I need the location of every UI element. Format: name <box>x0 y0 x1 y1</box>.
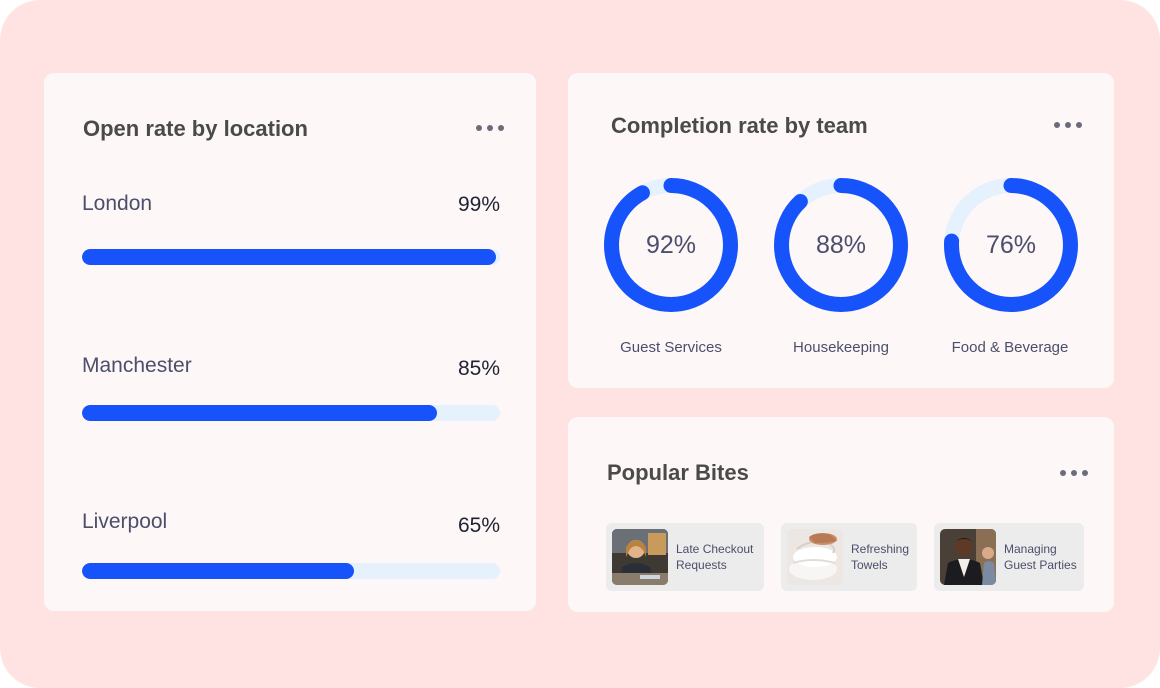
location-label-manchester: Manchester <box>82 354 192 377</box>
location-percent-manchester: 85% <box>457 357 500 380</box>
donut-housekeeping: 88% <box>774 178 908 312</box>
progress-fill-liverpool <box>82 563 354 579</box>
donut-value-housekeeping: 88% <box>815 230 867 259</box>
team-label-food-beverage: Food & Beverage <box>951 339 1069 356</box>
progress-bar-manchester <box>82 405 500 421</box>
completion-rate-card: Completion rate by team 92% Guest Servic… <box>568 73 1114 388</box>
popular-bites-title: Popular Bites <box>607 460 749 485</box>
donut-guest-services: 92% <box>604 178 738 312</box>
bite-title-refreshing-towels: Refreshing Towels <box>851 542 910 572</box>
bite-card-late-checkout[interactable]: Late Checkout Requests <box>606 523 764 591</box>
bite-card-managing-guest-parties[interactable]: Managing Guest Parties <box>934 523 1084 591</box>
location-percent-liverpool: 65% <box>457 514 500 537</box>
donut-value-food-beverage: 76% <box>985 230 1037 259</box>
location-label-london: London <box>82 192 153 215</box>
donut-arc-guest-services <box>604 178 738 312</box>
more-options-icon[interactable] <box>1060 469 1088 477</box>
location-label-liverpool: Liverpool <box>82 510 168 533</box>
donut-chart-housekeeping <box>774 178 908 312</box>
open-rate-card: Open rate by location London 99% Manches… <box>44 73 536 611</box>
bite-title-managing-guest-parties: Managing Guest Parties <box>1004 542 1077 572</box>
more-options-icon[interactable] <box>476 124 504 132</box>
progress-fill-london <box>82 249 496 265</box>
completion-rate-title: Completion rate by team <box>611 113 868 138</box>
donut-chart-food-beverage <box>944 178 1078 312</box>
team-label-guest-services: Guest Services <box>620 339 722 356</box>
progress-bar-liverpool <box>82 563 500 579</box>
donut-value-guest-services: 92% <box>645 230 697 259</box>
donut-arc-food-beverage <box>944 178 1078 312</box>
more-options-icon[interactable] <box>1054 121 1082 129</box>
donut-chart-guest-services <box>604 178 738 312</box>
donut-arc-housekeeping <box>774 178 908 312</box>
bite-card-refreshing-towels[interactable]: Refreshing Towels <box>781 523 917 591</box>
open-rate-title: Open rate by location <box>83 116 308 141</box>
location-percent-london: 99% <box>457 193 500 216</box>
waiter-photo-icon <box>940 529 996 585</box>
donut-food-beverage: 76% <box>944 178 1078 312</box>
progress-bar-london <box>82 249 500 265</box>
team-label-housekeeping: Housekeeping <box>793 339 889 356</box>
progress-fill-manchester <box>82 405 438 421</box>
towels-photo-icon <box>787 529 843 585</box>
popular-bites-card: Popular Bites Late Checkout Requests <box>568 417 1114 612</box>
bite-title-late-checkout: Late Checkout Requests <box>676 542 754 572</box>
receptionist-photo-icon <box>612 529 668 585</box>
